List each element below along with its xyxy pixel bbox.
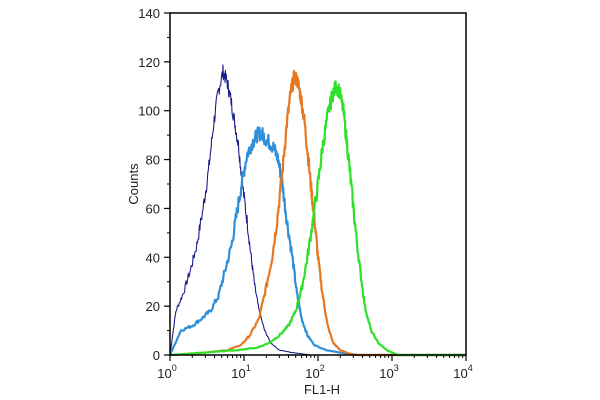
histogram-series-2 [169,126,466,357]
histogram-series-4 [169,80,466,357]
x-tick-label: 102 [305,363,324,381]
y-tick-label: 80 [146,153,160,168]
y-tick-label: 120 [138,55,160,70]
x-tick-label: 100 [157,363,176,381]
y-tick-label: 60 [146,201,160,216]
y-axis-label: Counts [126,163,141,205]
axis-ticks: 0 20 40 60 80 100 120 140 100 101 102 103 104 [138,6,472,381]
x-tick-label: 104 [453,363,472,381]
y-tick-label: 40 [146,250,160,265]
y-tick-label: 20 [146,299,160,314]
y-tick-label: 100 [138,104,160,119]
histogram-series-1 [169,64,466,356]
y-tick-label: 0 [153,348,160,363]
x-tick-label: 103 [379,363,398,381]
y-tick-label: 140 [138,6,160,21]
x-tick-label: 101 [231,363,250,381]
histogram-series-3 [169,69,466,357]
x-axis-label: FL1-H [304,382,340,397]
plot-area [169,64,466,357]
